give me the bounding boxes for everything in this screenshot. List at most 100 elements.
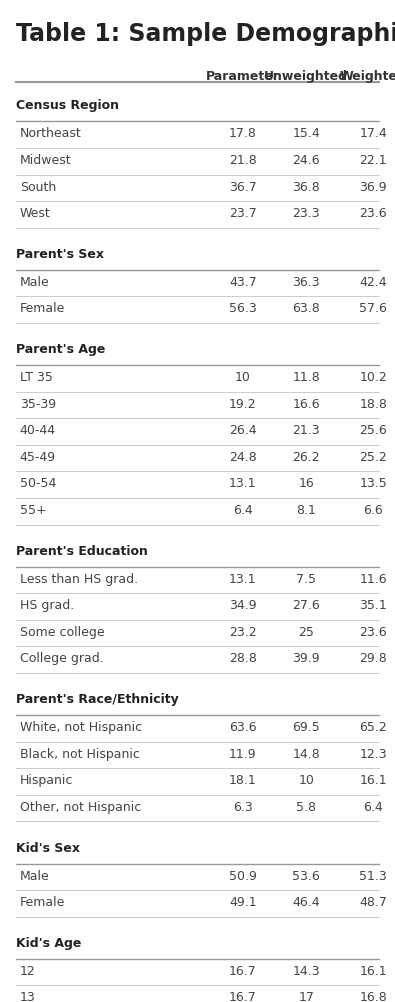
Text: Male: Male: [20, 276, 49, 289]
Text: 11.9: 11.9: [229, 747, 257, 760]
Text: 17.8: 17.8: [229, 127, 257, 140]
Text: 36.9: 36.9: [359, 180, 387, 193]
Text: Kid's Age: Kid's Age: [16, 936, 81, 949]
Text: LT 35: LT 35: [20, 371, 53, 384]
Text: 6.3: 6.3: [233, 800, 253, 813]
Text: 13.1: 13.1: [229, 572, 257, 585]
Text: 11.8: 11.8: [292, 371, 320, 384]
Text: 36.7: 36.7: [229, 180, 257, 193]
Text: Parent's Race/Ethnicity: Parent's Race/Ethnicity: [16, 692, 179, 705]
Text: 6.4: 6.4: [363, 800, 383, 813]
Text: 26.2: 26.2: [292, 450, 320, 463]
Text: 17: 17: [298, 990, 314, 1002]
Text: 13: 13: [20, 990, 36, 1002]
Text: 34.9: 34.9: [229, 598, 257, 611]
Text: 18.1: 18.1: [229, 774, 257, 787]
Text: 12: 12: [20, 964, 36, 977]
Text: 13.5: 13.5: [359, 477, 387, 490]
Text: 16.1: 16.1: [359, 964, 387, 977]
Text: 10: 10: [235, 371, 251, 384]
Text: 39.9: 39.9: [292, 651, 320, 664]
Text: White, not Hispanic: White, not Hispanic: [20, 720, 142, 733]
Text: Female: Female: [20, 302, 65, 315]
Text: 57.6: 57.6: [359, 302, 387, 315]
Text: 7.5: 7.5: [296, 572, 316, 585]
Text: 16.1: 16.1: [359, 774, 387, 787]
Text: 24.8: 24.8: [229, 450, 257, 463]
Text: Parameter: Parameter: [206, 70, 280, 83]
Text: 42.4: 42.4: [359, 276, 387, 289]
Text: 14.8: 14.8: [292, 747, 320, 760]
Text: 10.2: 10.2: [359, 371, 387, 384]
Text: 56.3: 56.3: [229, 302, 257, 315]
Text: 11.6: 11.6: [359, 572, 387, 585]
Text: Unweighted: Unweighted: [264, 70, 348, 83]
Text: 5.8: 5.8: [296, 800, 316, 813]
Text: Other, not Hispanic: Other, not Hispanic: [20, 800, 141, 813]
Text: 50.9: 50.9: [229, 869, 257, 882]
Text: Hispanic: Hispanic: [20, 774, 73, 787]
Text: Kid's Sex: Kid's Sex: [16, 841, 80, 854]
Text: 21.8: 21.8: [229, 153, 257, 166]
Text: 35.1: 35.1: [359, 598, 387, 611]
Text: 25: 25: [298, 625, 314, 638]
Text: 16.7: 16.7: [229, 990, 257, 1002]
Text: Male: Male: [20, 869, 49, 882]
Text: 50-54: 50-54: [20, 477, 56, 490]
Text: 6.4: 6.4: [233, 503, 253, 516]
Text: 49.1: 49.1: [229, 896, 257, 908]
Text: 23.2: 23.2: [229, 625, 257, 638]
Text: 24.6: 24.6: [292, 153, 320, 166]
Text: Female: Female: [20, 896, 65, 908]
Text: 51.3: 51.3: [359, 869, 387, 882]
Text: West: West: [20, 206, 51, 219]
Text: 10: 10: [298, 774, 314, 787]
Text: 8.1: 8.1: [296, 503, 316, 516]
Text: 53.6: 53.6: [292, 869, 320, 882]
Text: 35-39: 35-39: [20, 397, 56, 410]
Text: HS grad.: HS grad.: [20, 598, 74, 611]
Text: 17.4: 17.4: [359, 127, 387, 140]
Text: 43.7: 43.7: [229, 276, 257, 289]
Text: 29.8: 29.8: [359, 651, 387, 664]
Text: Midwest: Midwest: [20, 153, 71, 166]
Text: 25.2: 25.2: [359, 450, 387, 463]
Text: 21.3: 21.3: [292, 424, 320, 437]
Text: 18.8: 18.8: [359, 397, 387, 410]
Text: 19.2: 19.2: [229, 397, 257, 410]
Text: South: South: [20, 180, 56, 193]
Text: Weighted: Weighted: [340, 70, 395, 83]
Text: 22.1: 22.1: [359, 153, 387, 166]
Text: Some college: Some college: [20, 625, 104, 638]
Text: 40-44: 40-44: [20, 424, 56, 437]
Text: 12.3: 12.3: [359, 747, 387, 760]
Text: 65.2: 65.2: [359, 720, 387, 733]
Text: Northeast: Northeast: [20, 127, 81, 140]
Text: 63.8: 63.8: [292, 302, 320, 315]
Text: 55+: 55+: [20, 503, 46, 516]
Text: 69.5: 69.5: [292, 720, 320, 733]
Text: 16.8: 16.8: [359, 990, 387, 1002]
Text: 26.4: 26.4: [229, 424, 257, 437]
Text: 36.8: 36.8: [292, 180, 320, 193]
Text: Census Region: Census Region: [16, 99, 119, 112]
Text: 13.1: 13.1: [229, 477, 257, 490]
Text: 28.8: 28.8: [229, 651, 257, 664]
Text: Less than HS grad.: Less than HS grad.: [20, 572, 138, 585]
Text: 15.4: 15.4: [292, 127, 320, 140]
Text: 36.3: 36.3: [292, 276, 320, 289]
Text: 14.3: 14.3: [292, 964, 320, 977]
Text: 23.6: 23.6: [359, 206, 387, 219]
Text: 16.7: 16.7: [229, 964, 257, 977]
Text: 23.6: 23.6: [359, 625, 387, 638]
Text: 63.6: 63.6: [229, 720, 257, 733]
Text: 46.4: 46.4: [292, 896, 320, 908]
Text: Table 1: Sample Demographics: Table 1: Sample Demographics: [16, 22, 395, 46]
Text: 25.6: 25.6: [359, 424, 387, 437]
Text: 48.7: 48.7: [359, 896, 387, 908]
Text: College grad.: College grad.: [20, 651, 103, 664]
Text: 16: 16: [298, 477, 314, 490]
Text: Parent's Sex: Parent's Sex: [16, 247, 104, 261]
Text: 27.6: 27.6: [292, 598, 320, 611]
Text: 23.7: 23.7: [229, 206, 257, 219]
